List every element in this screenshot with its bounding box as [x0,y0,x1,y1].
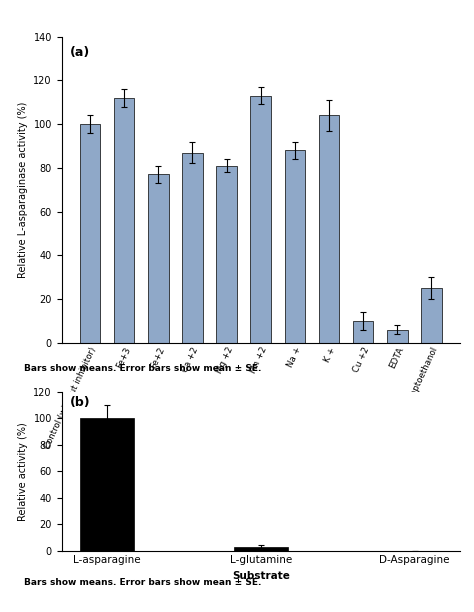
Bar [234,547,288,551]
Y-axis label: Relative activity (%): Relative activity (%) [18,422,28,521]
Y-axis label: Relative L-asparaginase activity (%): Relative L-asparaginase activity (%) [18,102,28,278]
Bar [284,151,305,343]
Bar [387,330,408,343]
X-axis label: Substrate: Substrate [232,570,290,581]
Bar [182,152,203,343]
Bar [148,174,168,343]
Text: (b): (b) [70,397,90,409]
X-axis label: Metal ion (10 mM): Metal ion (10 mM) [207,456,315,466]
Bar [353,321,374,343]
Bar [250,95,271,343]
Bar [216,166,237,343]
Bar [80,124,100,343]
Text: (a): (a) [70,46,90,59]
Bar [114,98,134,343]
Bar [421,288,442,343]
Bar [319,116,339,343]
Text: Bars show means. Error bars show mean ± SE.: Bars show means. Error bars show mean ± … [24,578,261,588]
Text: Bars show means. Error bars show mean ± SE.: Bars show means. Error bars show mean ± … [24,364,261,373]
Bar [80,418,134,551]
